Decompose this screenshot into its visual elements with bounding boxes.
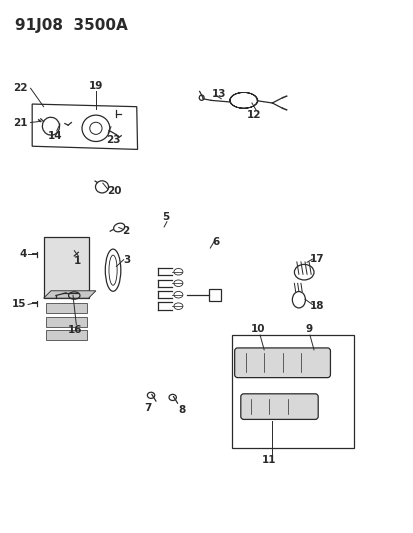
Text: 6: 6 bbox=[211, 237, 218, 247]
Text: 14: 14 bbox=[47, 131, 62, 141]
Bar bbox=[231, 335, 353, 448]
Bar bbox=[209, 288, 221, 301]
Text: 16: 16 bbox=[68, 325, 83, 335]
FancyBboxPatch shape bbox=[234, 348, 330, 377]
Text: 7: 7 bbox=[144, 403, 152, 413]
Text: 13: 13 bbox=[211, 89, 226, 99]
Text: 19: 19 bbox=[88, 82, 103, 91]
Text: 4: 4 bbox=[19, 249, 26, 259]
Text: 2: 2 bbox=[122, 225, 129, 236]
Text: 11: 11 bbox=[261, 455, 275, 465]
Text: 17: 17 bbox=[309, 254, 324, 264]
Text: 8: 8 bbox=[178, 406, 185, 416]
Text: 10: 10 bbox=[250, 324, 265, 334]
Text: 91J08  3500A: 91J08 3500A bbox=[15, 18, 128, 33]
Polygon shape bbox=[43, 291, 96, 298]
Bar bbox=[45, 317, 86, 327]
Text: 22: 22 bbox=[14, 83, 28, 93]
Text: 18: 18 bbox=[309, 301, 324, 311]
Text: 15: 15 bbox=[12, 300, 26, 310]
Text: 23: 23 bbox=[105, 135, 120, 144]
Text: 12: 12 bbox=[246, 110, 261, 120]
Text: 9: 9 bbox=[305, 324, 312, 334]
Text: 5: 5 bbox=[161, 212, 169, 222]
Text: 21: 21 bbox=[14, 117, 28, 127]
Bar bbox=[45, 330, 86, 341]
Bar bbox=[45, 303, 86, 313]
Text: 3: 3 bbox=[123, 255, 131, 265]
FancyBboxPatch shape bbox=[240, 394, 318, 419]
Bar bbox=[43, 238, 88, 298]
Text: 20: 20 bbox=[107, 186, 121, 196]
Text: 1: 1 bbox=[74, 256, 81, 266]
